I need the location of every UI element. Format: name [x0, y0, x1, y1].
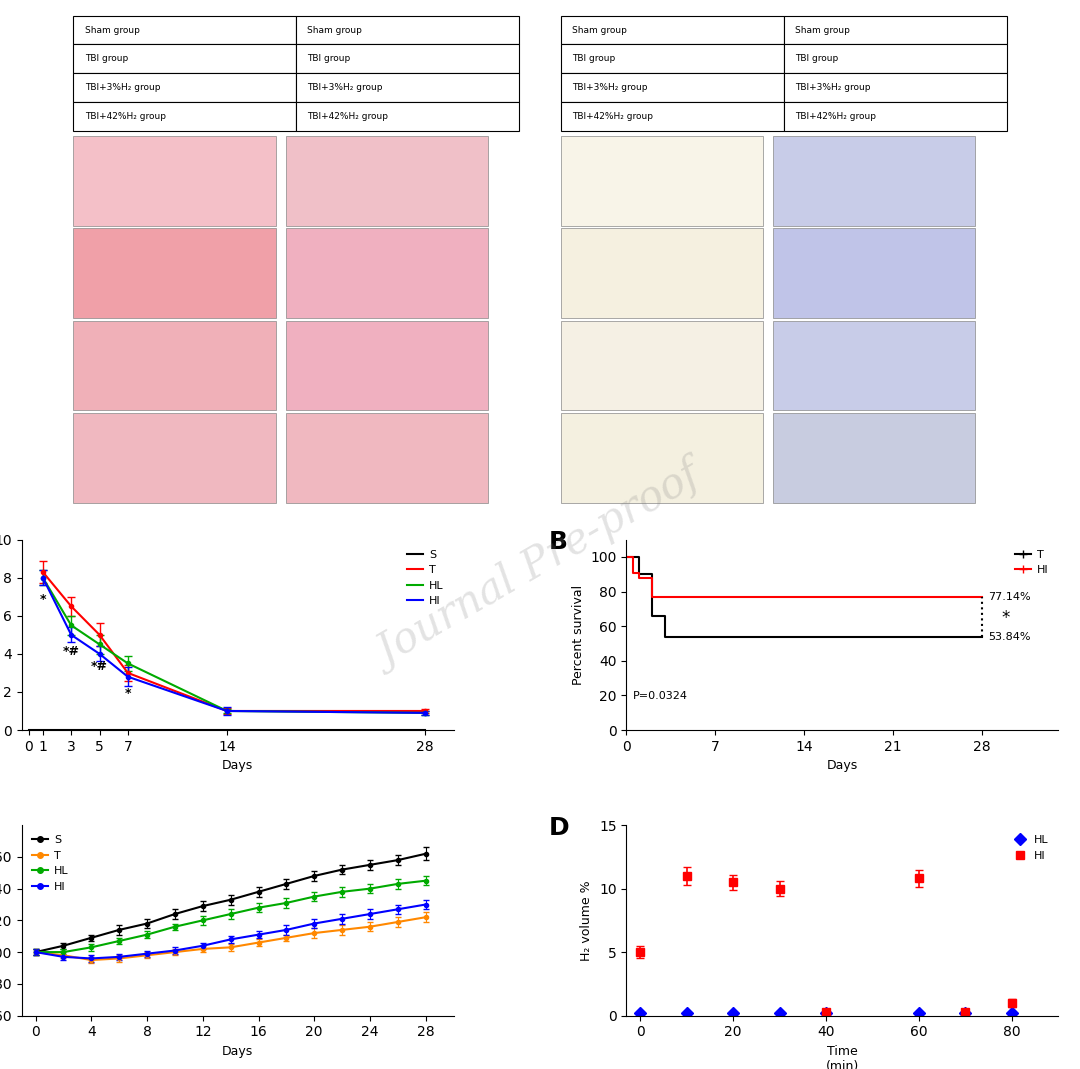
Bar — [286, 136, 488, 226]
Bar — [773, 321, 975, 410]
Bar — [296, 45, 519, 73]
Bar — [73, 321, 275, 410]
Y-axis label: Percent survival: Percent survival — [571, 585, 584, 685]
Legend: HL, HI: HL, HI — [1008, 831, 1053, 865]
Bar — [73, 45, 296, 73]
Text: B: B — [549, 530, 568, 554]
Text: *#: *# — [91, 660, 108, 672]
Text: TBI+3%H₂ group: TBI+3%H₂ group — [308, 83, 383, 92]
Text: Sham group: Sham group — [308, 26, 363, 34]
Y-axis label: H₂ volume %: H₂ volume % — [580, 880, 594, 961]
Text: D: D — [549, 816, 569, 839]
Bar — [73, 136, 275, 226]
Text: TBI group: TBI group — [572, 55, 616, 63]
Bar — [561, 45, 784, 73]
Bar — [296, 102, 519, 130]
X-axis label: Days: Days — [222, 759, 253, 772]
X-axis label: Days: Days — [827, 759, 858, 772]
Text: Sham group: Sham group — [84, 26, 139, 34]
Text: Journal Pre-proof: Journal Pre-proof — [372, 458, 708, 676]
Bar — [73, 228, 275, 317]
Text: TBI+42%H₂ group: TBI+42%H₂ group — [572, 112, 653, 121]
Bar — [773, 413, 975, 502]
Bar — [773, 136, 975, 226]
Bar — [73, 73, 296, 102]
Bar — [561, 228, 762, 317]
Text: TBI+42%H₂ group: TBI+42%H₂ group — [84, 112, 165, 121]
Bar — [286, 321, 488, 410]
Text: TBI+3%H₂ group: TBI+3%H₂ group — [84, 83, 160, 92]
Legend: T, HI: T, HI — [1010, 545, 1053, 579]
Bar — [286, 413, 488, 502]
Text: TBI group: TBI group — [308, 55, 351, 63]
Text: TBI+3%H₂ group: TBI+3%H₂ group — [572, 83, 647, 92]
Bar — [784, 16, 1007, 45]
Bar — [561, 73, 784, 102]
Text: *: * — [40, 593, 46, 606]
Text: Sham group: Sham group — [795, 26, 850, 34]
Bar — [296, 73, 519, 102]
Legend: S, T, HL, HI: S, T, HL, HI — [27, 831, 72, 896]
X-axis label: Time
(min): Time (min) — [826, 1044, 859, 1069]
Text: TBI+3%H₂ group: TBI+3%H₂ group — [795, 83, 870, 92]
Text: *#: *# — [63, 645, 80, 657]
Bar — [73, 413, 275, 502]
Text: TBI+42%H₂ group: TBI+42%H₂ group — [795, 112, 876, 121]
Bar — [773, 228, 975, 317]
Bar — [784, 45, 1007, 73]
Bar — [561, 136, 762, 226]
Text: TBI group: TBI group — [84, 55, 127, 63]
Text: P=0.0324: P=0.0324 — [633, 691, 688, 701]
Bar — [561, 102, 784, 130]
Bar — [784, 73, 1007, 102]
Text: *: * — [1001, 608, 1010, 626]
Bar — [73, 102, 296, 130]
Text: Sham group: Sham group — [572, 26, 626, 34]
Bar — [784, 102, 1007, 130]
X-axis label: Days: Days — [222, 1044, 253, 1058]
Text: 77.14%: 77.14% — [988, 591, 1031, 602]
Text: TBI+42%H₂ group: TBI+42%H₂ group — [308, 112, 389, 121]
Bar — [296, 16, 519, 45]
Text: *: * — [124, 686, 131, 699]
Bar — [561, 413, 762, 502]
Legend: S, T, HL, HI: S, T, HL, HI — [403, 545, 448, 610]
Bar — [73, 16, 296, 45]
Text: TBI group: TBI group — [795, 55, 838, 63]
Bar — [286, 228, 488, 317]
Bar — [561, 321, 762, 410]
Bar — [561, 16, 784, 45]
Text: 53.84%: 53.84% — [988, 632, 1031, 641]
